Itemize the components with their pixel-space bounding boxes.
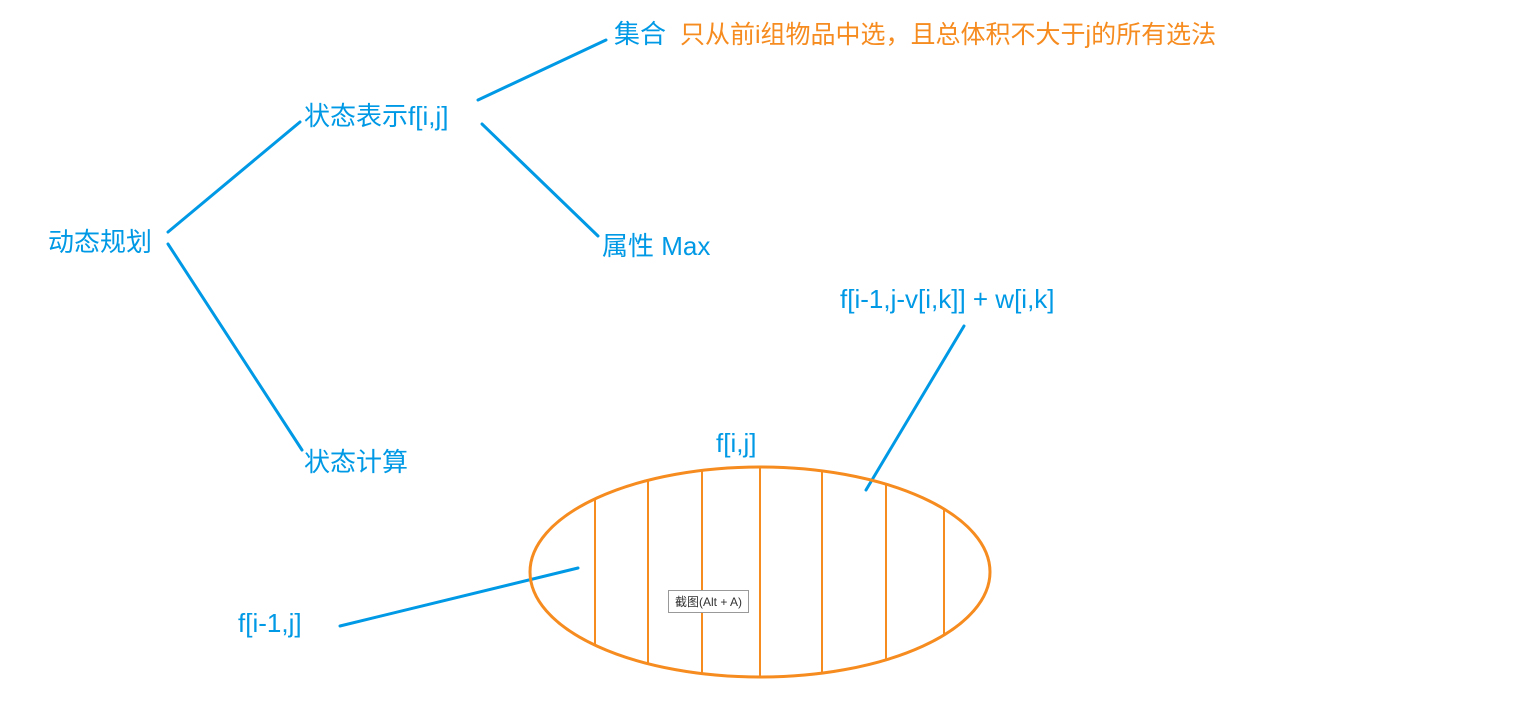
screenshot-tooltip: 截图(Alt + A) bbox=[668, 590, 749, 613]
diagram-svg bbox=[0, 0, 1519, 723]
state-calc-node: 状态计算 bbox=[304, 442, 408, 479]
state-repr-node: 状态表示f[i,j] bbox=[304, 96, 448, 133]
attr-label: 属性 Max bbox=[602, 226, 710, 263]
ellipse-dividers bbox=[595, 462, 944, 682]
set-label: 集合 bbox=[614, 14, 666, 51]
fi-minus-1-j-label: f[i-1,j] bbox=[238, 608, 302, 639]
tree-edges bbox=[168, 40, 964, 626]
fij-label: f[i,j] bbox=[716, 428, 756, 459]
root-node: 动态规划 bbox=[48, 222, 152, 259]
formula-transition: f[i-1,j-v[i,k]] + w[i,k] bbox=[840, 284, 1055, 315]
set-description: 只从前i组物品中选，且总体积不大于j的所有选法 bbox=[680, 15, 1216, 51]
